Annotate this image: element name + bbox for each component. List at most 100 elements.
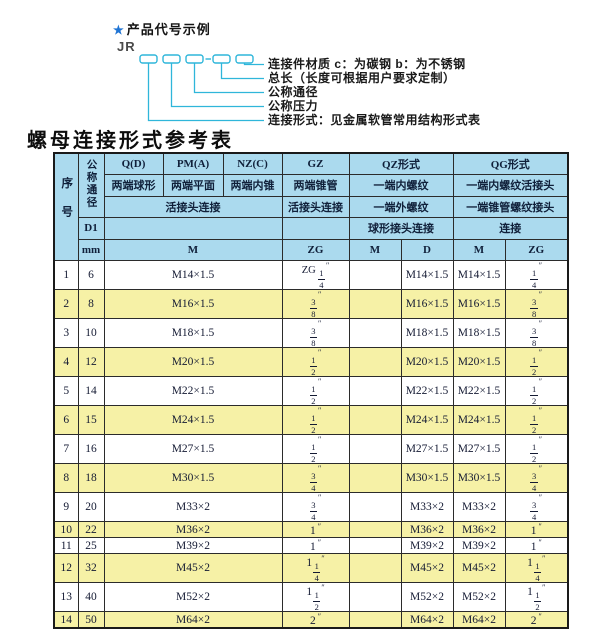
header-nz-desc: 两端内锥 xyxy=(222,174,283,197)
cell-gz: 3 8 ″ xyxy=(281,289,350,319)
cell-qg-m: M18×1.5 xyxy=(452,318,506,348)
table-row: 3 10 M18×1.5 3 8 ″ M18×1.5 M18×1.5 3 8 ″ xyxy=(53,318,569,348)
cell-qg-m: M30×1.5 xyxy=(452,463,506,493)
cell-qz-d: M64×2 xyxy=(400,611,454,629)
cell-qz-d: M30×1.5 xyxy=(400,463,454,493)
cell-m: M20×1.5 xyxy=(103,347,283,377)
zg-prefix: ZG xyxy=(301,265,316,276)
cell-no: 3 xyxy=(53,318,79,348)
cell-qg-zg: 1 2 ″ xyxy=(504,434,569,464)
cell-m: M30×1.5 xyxy=(103,463,283,493)
table-row: 6 15 M24×1.5 1 2 ″ M24×1.5 M24×1.5 1 2 ″ xyxy=(53,405,569,435)
table-row: 8 18 M30×1.5 3 4 ″ M30×1.5 M30×1.5 3 4 ″ xyxy=(53,463,569,493)
cell-m: M33×2 xyxy=(103,492,283,522)
cell-no: 2 xyxy=(53,289,79,319)
cell-dn: 8 xyxy=(77,289,105,319)
code-connector-graphic xyxy=(139,54,264,122)
inch-mark: ″ xyxy=(538,612,542,621)
leader-line-length xyxy=(220,63,264,80)
header-qz-desc2: 一端外螺纹 xyxy=(348,195,454,218)
inch-mark: ″ xyxy=(317,493,322,503)
header-sub-zg: ZG xyxy=(281,238,350,261)
cell-m: M45×2 xyxy=(103,553,283,583)
cell-qz-d: M36×2 xyxy=(400,521,454,538)
inch-mark: ″ xyxy=(317,377,322,387)
cell-qg-m: M24×1.5 xyxy=(452,405,506,435)
code-box-4 xyxy=(212,54,231,64)
inch-mark: ″ xyxy=(538,261,543,271)
cell-qg-m: M45×2 xyxy=(452,553,506,583)
cell-m: M64×2 xyxy=(103,611,283,629)
inch-mark: ″ xyxy=(538,348,543,358)
cell-qz-d: M39×2 xyxy=(400,537,454,554)
table-row: 7 16 M27×1.5 1 2 ″ M27×1.5 M27×1.5 1 2 ″ xyxy=(53,434,569,464)
header-qg-desc2: 一端锥管螺纹接头 xyxy=(452,195,569,218)
header-qz-conn: 球形接头连接 xyxy=(348,217,454,240)
cell-qg-m: M39×2 xyxy=(452,537,506,554)
cell-dn: 22 xyxy=(77,521,105,538)
cell-qz-d: M18×1.5 xyxy=(400,318,454,348)
table-row: 12 32 M45×2 1 1 4 ″ M45×2 M45×2 1 1 4 ″ xyxy=(53,553,569,583)
cell-no: 6 xyxy=(53,405,79,435)
header-xuhao: 序号 xyxy=(53,152,79,261)
cell-dn: 10 xyxy=(77,318,105,348)
cell-m: M14×1.5 xyxy=(103,260,283,290)
leader-line-material xyxy=(243,63,264,66)
table-header: 序号 公称通径 Q(D) PM(A) NZ(C) GZ QZ形式 QG形式 两端… xyxy=(53,152,569,261)
code-box-5 xyxy=(235,54,254,64)
header-empty-a xyxy=(103,217,283,240)
cell-qg-m: M16×1.5 xyxy=(452,289,506,319)
cell-qz-m xyxy=(348,376,402,406)
cell-qz-m xyxy=(348,492,402,522)
header-sub-m: M xyxy=(103,238,283,261)
cell-qg-zg: 1 ″ xyxy=(504,537,569,554)
cell-qg-m: M20×1.5 xyxy=(452,347,506,377)
cell-qg-m: M52×2 xyxy=(452,582,506,612)
cell-m: M39×2 xyxy=(103,537,283,554)
header-qz-desc1: 一端内螺纹 xyxy=(348,174,454,197)
code-box-3 xyxy=(185,54,204,64)
cell-gz: 1 ″ xyxy=(281,521,350,538)
inch-mark: ″ xyxy=(325,261,330,271)
cell-m: M27×1.5 xyxy=(103,434,283,464)
inch-mark: ″ xyxy=(317,435,322,445)
inch-mark: ″ xyxy=(538,406,543,416)
header-sub-qg-m: M xyxy=(452,238,506,261)
cell-qz-m xyxy=(348,463,402,493)
cell-qz-m xyxy=(348,434,402,464)
table-title: 螺母连接形式参考表 xyxy=(27,130,234,152)
table-row: 4 12 M20×1.5 1 2 ″ M20×1.5 M20×1.5 1 2 ″ xyxy=(53,347,569,377)
cell-qg-zg: 2 ″ xyxy=(504,611,569,629)
inch-mark: ″ xyxy=(538,435,543,445)
cell-m: M22×1.5 xyxy=(103,376,283,406)
cell-gz: 1 2 ″ xyxy=(281,405,350,435)
cell-gz: 3 4 ″ xyxy=(281,492,350,522)
inch-mark: ″ xyxy=(542,554,546,564)
cell-gz: ZG 1 4 ″ xyxy=(281,260,350,290)
header-gz-desc: 两端锥管 xyxy=(281,174,350,197)
cell-qz-m xyxy=(348,521,402,538)
inch-mark: ″ xyxy=(538,319,543,329)
inch-mark: ″ xyxy=(317,612,322,621)
star-icon: ★ xyxy=(113,23,125,37)
header-dn: 公称通径 xyxy=(77,152,105,218)
cell-dn: 25 xyxy=(77,537,105,554)
cell-no: 5 xyxy=(53,376,79,406)
inch-mark: ″ xyxy=(317,464,322,474)
label-diameter: 公称通径 xyxy=(268,85,319,99)
cell-gz: 1 2 ″ xyxy=(281,434,350,464)
cell-qz-m xyxy=(348,405,402,435)
product-code-diagram: ★ 产品代号示例 JR 连接件材质 c：为碳钢 b：为不锈钢 总长（长度可根据用户… xyxy=(0,0,600,132)
header-col-qd: Q(D) xyxy=(103,152,164,175)
cell-dn: 40 xyxy=(77,582,105,612)
header-empty-b xyxy=(281,217,350,240)
cell-dn: 20 xyxy=(77,492,105,522)
